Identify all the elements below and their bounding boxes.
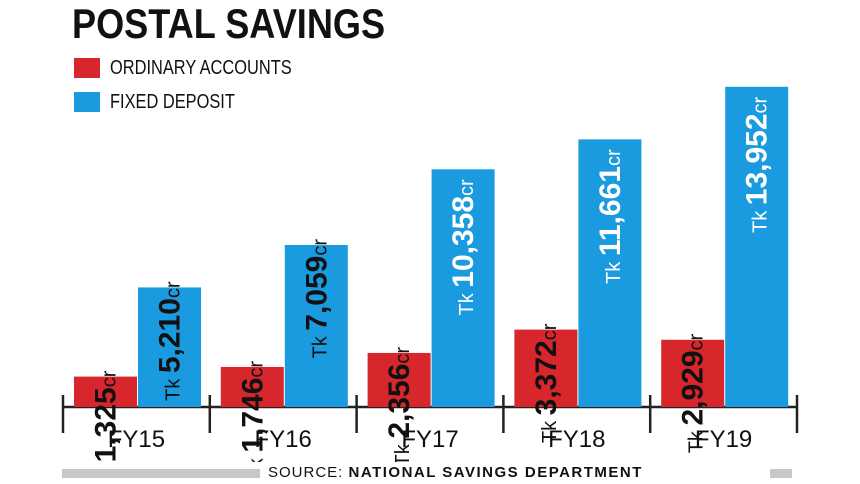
bar-ordinary-fy16: [220, 366, 284, 407]
category-label-fy19: FY19: [695, 426, 752, 453]
data-label-ordinary-fy18: Tk 3,372cr: [530, 323, 563, 443]
source-text: SOURCE: NATIONAL SAVINGS DEPARTMENT: [268, 464, 643, 481]
legend-swatch-ordinary: [74, 58, 100, 78]
source-rule-right: [770, 469, 792, 478]
data-label-fixed-fy17: Tk 10,358cr: [447, 179, 480, 316]
bar-ordinary-fy19: [661, 339, 725, 407]
legend-label-fixed: FIXED DEPOSIT: [110, 90, 235, 113]
bar-fixed-fy16: [284, 244, 348, 407]
data-label-ordinary-fy17: Tk 2,356cr: [383, 347, 416, 462]
bar-fixed-fy18: [578, 139, 642, 407]
source-line: SOURCE: NATIONAL SAVINGS DEPARTMENT: [0, 462, 860, 484]
data-label-ordinary-fy15: Tk 1,325cr: [90, 370, 123, 462]
category-label-fy18: FY18: [548, 426, 605, 453]
legend-label-ordinary: ORDINARY ACCOUNTS: [110, 56, 292, 79]
chart-title: POSTAL SAVINGS: [72, 0, 386, 47]
category-label-fy16: FY16: [255, 426, 312, 453]
bar-ordinary-fy18: [514, 329, 578, 407]
legend-item-ordinary: ORDINARY ACCOUNTS: [74, 56, 332, 80]
bar-ordinary-fy17: [367, 352, 431, 407]
bar-ordinary-fy15: [74, 376, 137, 407]
legend-item-fixed: FIXED DEPOSIT: [74, 90, 262, 114]
source-rule-left: [62, 469, 260, 478]
data-label-ordinary-fy19: Tk 2,929cr: [677, 333, 710, 453]
data-label-fixed-fy19: Tk 13,952cr: [741, 96, 774, 233]
data-label-fixed-fy15: Tk 5,210cr: [154, 281, 187, 401]
category-label-fy15: FY15: [108, 426, 165, 453]
bar-chart: Tk 1,325cr Tk 5,210cr FY15 Tk 1,746cr Tk 7,0…: [61, 86, 799, 462]
bar-fixed-fy15: [138, 287, 201, 407]
source-name: NATIONAL SAVINGS DEPARTMENT: [348, 464, 643, 481]
category-label-fy17: FY17: [401, 426, 458, 453]
data-label-ordinary-fy16: Tk 1,746cr: [236, 361, 269, 462]
bar-fixed-fy17: [431, 169, 495, 407]
data-label-fixed-fy16: Tk 7,059cr: [300, 239, 333, 359]
bar-fixed-fy19: [725, 86, 789, 407]
legend-swatch-fixed: [74, 92, 100, 112]
source-prefix: SOURCE:: [268, 464, 344, 481]
data-label-fixed-fy18: Tk 11,661cr: [594, 149, 627, 284]
